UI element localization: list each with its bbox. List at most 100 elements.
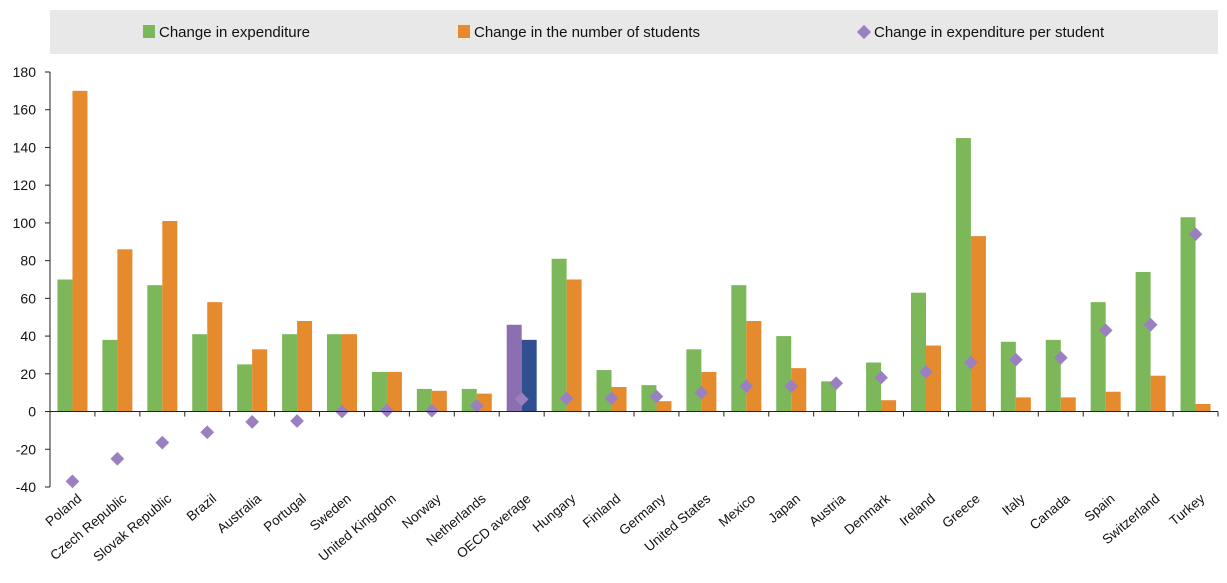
x-tick-label-turkey: Turkey bbox=[1167, 491, 1208, 529]
marker-change-in-expenditure-per-student-netherlands bbox=[469, 399, 484, 413]
marker-change-in-expenditure-per-student-united-states bbox=[694, 385, 709, 400]
bar-change-in-the-number-of-students-sweden bbox=[342, 334, 357, 412]
marker-change-in-expenditure-per-student-germany bbox=[649, 389, 664, 404]
bar-change-in-the-number-of-students-spain bbox=[1105, 391, 1121, 412]
bar-change-in-the-number-of-students-brazil bbox=[207, 302, 223, 412]
legend-item-change-in-the-number-of-students: Change in the number of students bbox=[458, 24, 700, 41]
bar-change-in-the-number-of-students-hungary bbox=[566, 279, 582, 412]
marker-change-in-expenditure-per-student-turkey bbox=[1188, 227, 1203, 242]
x-tick-label-denmark: Denmark bbox=[841, 491, 893, 538]
marker-change-in-expenditure-per-student-italy bbox=[1008, 352, 1023, 367]
bar-change-in-expenditure-japan bbox=[776, 336, 792, 412]
marker-change-in-expenditure-per-student-canada bbox=[1053, 350, 1068, 365]
x-tick-label-mexico: Mexico bbox=[716, 491, 758, 530]
bar-change-in-expenditure-turkey bbox=[1180, 217, 1196, 412]
bar-change-in-expenditure-norway bbox=[416, 388, 432, 412]
bar-change-in-the-number-of-students-denmark bbox=[881, 400, 897, 412]
y-tick-label: 100 bbox=[13, 215, 37, 231]
bar-change-in-the-number-of-students-united-states bbox=[701, 371, 717, 412]
bar-change-in-expenditure-poland bbox=[57, 279, 73, 412]
bar-change-in-expenditure-australia bbox=[237, 364, 253, 412]
bar-change-in-expenditure-portugal bbox=[282, 334, 298, 412]
bar-change-in-the-number-of-students-united-kingdom bbox=[386, 371, 402, 412]
y-tick-label: 80 bbox=[20, 253, 36, 269]
marker-change-in-expenditure-per-student-finland bbox=[604, 391, 619, 406]
marker-change-in-expenditure-per-student-mexico bbox=[739, 379, 754, 393]
y-tick-label: 40 bbox=[20, 328, 36, 344]
bar-change-in-the-number-of-students-italy bbox=[1015, 397, 1031, 412]
legend-label-change-in-the-number-of-students: Change in the number of students bbox=[474, 24, 700, 41]
marker-change-in-expenditure-per-student-switzerland bbox=[1143, 317, 1158, 332]
x-tick-label-czech-republic: Czech Republic bbox=[47, 491, 129, 563]
x-tick-label-united-kingdom: United Kingdom bbox=[316, 491, 399, 564]
bar-change-in-expenditure-united-states bbox=[686, 349, 702, 412]
bar-change-in-expenditure-spain bbox=[1090, 302, 1106, 412]
bar-change-in-expenditure-greece bbox=[955, 138, 971, 412]
bar-change-in-the-number-of-students-japan bbox=[791, 368, 807, 412]
y-tick-label: -40 bbox=[16, 479, 36, 495]
x-tick-label-poland: Poland bbox=[43, 491, 85, 530]
bar-change-in-the-number-of-students-czech-republic bbox=[117, 249, 133, 412]
bar-change-in-expenditure-finland bbox=[596, 370, 612, 412]
bar-change-in-expenditure-sweden bbox=[327, 334, 342, 412]
marker-change-in-expenditure-per-student-japan bbox=[784, 379, 799, 393]
x-tick-label-slovak-republic: Slovak Republic bbox=[90, 491, 174, 565]
bar-change-in-expenditure-united-kingdom bbox=[371, 371, 387, 412]
marker-change-in-expenditure-per-student-hungary bbox=[559, 391, 574, 406]
bar-change-in-expenditure-czech-republic bbox=[102, 339, 118, 412]
x-tick-label-austria: Austria bbox=[806, 491, 848, 530]
marker-change-in-expenditure-per-student-poland bbox=[65, 474, 80, 489]
y-tick-label: -20 bbox=[16, 441, 36, 457]
legend-swatch-change-in-expenditure-per-student bbox=[856, 24, 872, 40]
legend-label-change-in-expenditure: Change in expenditure bbox=[159, 24, 310, 41]
x-tick-label-brazil: Brazil bbox=[184, 491, 220, 524]
y-tick-label: 120 bbox=[13, 177, 37, 193]
x-tick-label-hungary: Hungary bbox=[530, 491, 579, 535]
y-tick-label: 20 bbox=[20, 366, 36, 382]
bar-change-in-expenditure-austria bbox=[821, 381, 837, 412]
bar-change-in-the-number-of-students-poland bbox=[72, 90, 88, 412]
marker-change-in-expenditure-per-student-spain bbox=[1098, 323, 1113, 338]
legend-swatch-change-in-expenditure bbox=[143, 25, 155, 38]
legend-label-change-in-expenditure-per-student: Change in expenditure per student bbox=[874, 24, 1105, 41]
x-tick-label-spain: Spain bbox=[1082, 491, 1118, 525]
marker-change-in-expenditure-per-student-ireland bbox=[919, 365, 933, 379]
bar-change-in-expenditure-switzerland bbox=[1135, 271, 1151, 412]
bar-change-in-the-number-of-students-oecd-average bbox=[521, 339, 537, 412]
bar-change-in-expenditure-brazil bbox=[192, 334, 208, 412]
legend: Change in expenditure Change in the numbe… bbox=[50, 10, 1218, 54]
bar-change-in-the-number-of-students-finland bbox=[611, 387, 627, 412]
x-tick-label-australia: Australia bbox=[214, 490, 264, 536]
bar-change-in-expenditure-mexico bbox=[731, 285, 747, 412]
legend-swatch-change-in-the-number-of-students bbox=[458, 25, 470, 38]
x-tick-label-japan: Japan bbox=[765, 491, 803, 526]
bars bbox=[57, 90, 1211, 412]
x-tick-label-ireland: Ireland bbox=[897, 491, 938, 529]
y-tick-label: 140 bbox=[13, 139, 37, 155]
marker-change-in-expenditure-per-student-slovak-republic bbox=[155, 435, 170, 450]
y-tick-label: 60 bbox=[20, 290, 36, 306]
x-tick-label-italy: Italy bbox=[999, 491, 1028, 519]
bar-change-in-the-number-of-students-slovak-republic bbox=[162, 221, 178, 412]
y-tick-label: 180 bbox=[13, 64, 37, 80]
bar-change-in-expenditure-italy bbox=[1000, 341, 1016, 412]
y-axis: -40 -20 0 20 40 60 80 100 120 140 160 180 bbox=[13, 64, 51, 495]
markers bbox=[65, 227, 1203, 489]
marker-change-in-expenditure-per-student-portugal bbox=[290, 414, 304, 428]
marker-change-in-expenditure-per-student-denmark bbox=[874, 370, 888, 385]
marker-change-in-expenditure-per-student-austria bbox=[829, 376, 844, 391]
bar-change-in-expenditure-germany bbox=[641, 385, 657, 412]
legend-item-change-in-expenditure-per-student: Change in expenditure per student bbox=[856, 24, 1105, 41]
x-tick-label-greece: Greece bbox=[939, 491, 983, 531]
marker-change-in-expenditure-per-student-oecd-average bbox=[514, 392, 529, 407]
bar-change-in-the-number-of-students-turkey bbox=[1195, 404, 1211, 412]
x-tick-label-canada: Canada bbox=[1027, 490, 1073, 532]
marker-change-in-expenditure-per-student-greece bbox=[964, 355, 978, 370]
bar-change-in-the-number-of-students-ireland bbox=[926, 345, 941, 412]
bar-change-in-the-number-of-students-mexico bbox=[746, 321, 762, 412]
bar-change-in-the-number-of-students-norway bbox=[431, 390, 447, 412]
legend-item-change-in-expenditure: Change in expenditure bbox=[143, 24, 310, 41]
marker-change-in-expenditure-per-student-norway bbox=[424, 403, 439, 418]
